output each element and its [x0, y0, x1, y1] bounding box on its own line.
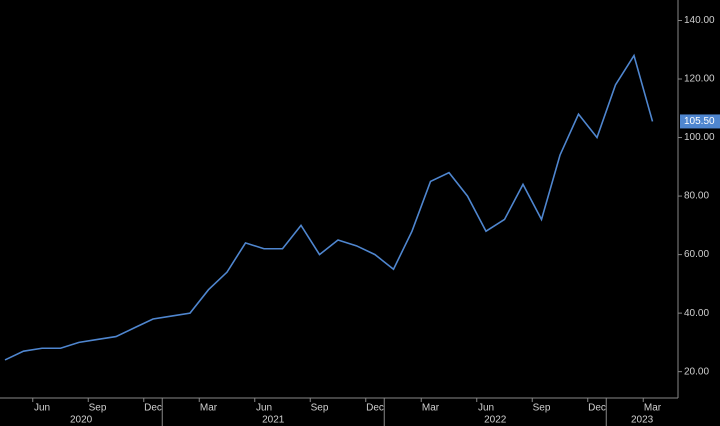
x-tick-label: Jun — [478, 403, 494, 414]
last-value-box — [680, 114, 720, 129]
y-tick-label: 60.00 — [684, 249, 709, 260]
last-value-label: 105.50 — [684, 116, 715, 127]
year-label: 2022 — [484, 415, 507, 426]
x-tick-label: Jun — [256, 403, 272, 414]
x-tick-label: Sep — [89, 403, 107, 414]
year-label: 2023 — [631, 415, 654, 426]
x-tick-label: Dec — [366, 403, 384, 414]
x-tick-label: Mar — [200, 403, 218, 414]
x-tick-label: Dec — [144, 403, 162, 414]
y-tick-label: 20.00 — [684, 366, 709, 377]
x-tick-label: Sep — [311, 403, 329, 414]
x-tick-label: Mar — [422, 403, 440, 414]
y-tick-label: 40.00 — [684, 308, 709, 319]
y-tick-label: 80.00 — [684, 191, 709, 202]
x-tick-label: Dec — [588, 403, 606, 414]
y-tick-label: 120.00 — [684, 74, 715, 85]
x-tick-label: Mar — [644, 403, 662, 414]
y-tick-label: 100.00 — [684, 132, 715, 143]
price-line — [4, 53, 654, 361]
year-label: 2020 — [70, 415, 93, 426]
year-label: 2021 — [262, 415, 285, 426]
x-tick-label: Sep — [533, 403, 551, 414]
x-tick-label: Jun — [34, 403, 50, 414]
y-tick-label: 140.00 — [684, 15, 715, 26]
